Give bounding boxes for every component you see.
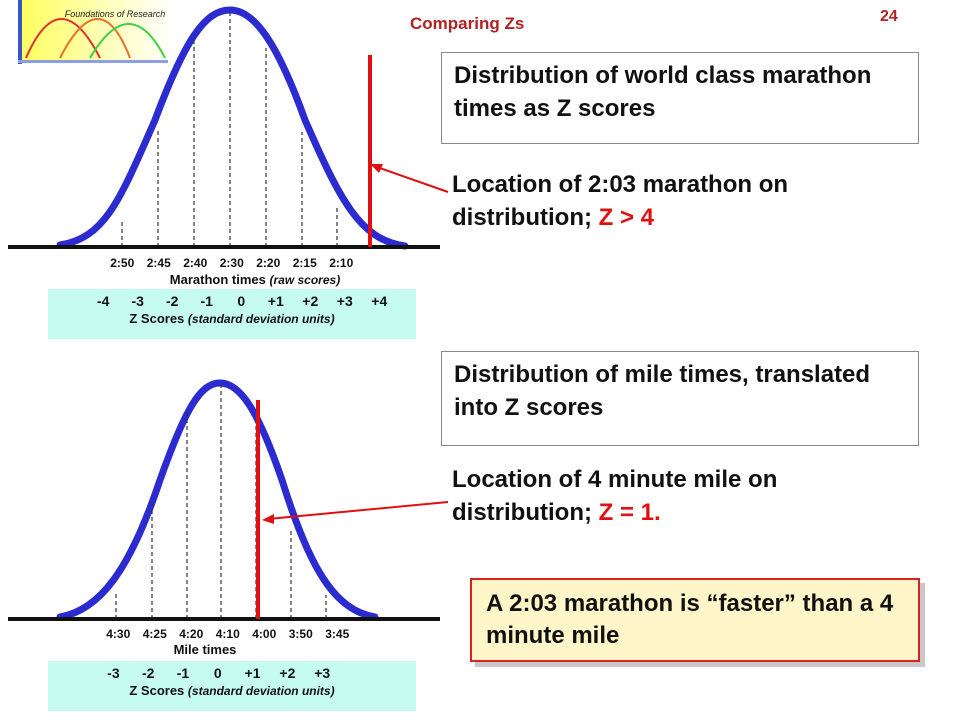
tick-label: 3:45 [325, 627, 350, 641]
tick-label: 2:40 [183, 256, 208, 270]
note-text: Location of 4 minute mile on distributio… [452, 466, 778, 526]
mile-raw-ticks: 4:30 4:25 4:20 4:10 4:00 3:50 3:45 [100, 627, 356, 641]
mile-description-box: Distribution of mile times, translated i… [441, 351, 919, 446]
tick-label: 2:30 [219, 256, 244, 270]
z-tick: 0 [213, 665, 222, 681]
mile-location-note: Location of 4 minute mile on distributio… [452, 463, 922, 529]
tick-label: 4:30 [106, 627, 131, 641]
tick-label: 2:15 [292, 256, 317, 270]
mile-gridlines [115, 385, 327, 619]
axis-title-text: Marathon times [169, 272, 266, 287]
z-label-text: Z Scores [129, 311, 185, 326]
mile-curve [56, 379, 379, 621]
mile-z-ticks: -3 -2 -1 0 +1 +2 +3 [96, 665, 416, 681]
axis-subtitle: (raw scores) [269, 273, 341, 287]
z-tick: +2 [302, 293, 319, 309]
z-tick: -4 [97, 293, 110, 309]
tick-label: 4:20 [179, 627, 204, 641]
z-tick: +2 [279, 665, 296, 681]
tick-label: 2:50 [110, 256, 135, 270]
note-z-value: Z = 1. [598, 499, 661, 526]
logo-graphic [18, 0, 172, 64]
tick-label: 2:45 [146, 256, 171, 270]
tick-label: 2:10 [329, 256, 354, 270]
mile-axis-title: Mile times [173, 642, 237, 657]
marathon-description-box: Distribution of world class marathon tim… [441, 52, 919, 144]
slide-number: 24 [880, 8, 898, 25]
marathon-z-scores-box: -4 -3 -2 -1 0 +1 +2 +3 +4 Z Scores (stan… [48, 289, 416, 339]
z-tick: +3 [314, 665, 331, 681]
tick-label: 4:25 [142, 627, 167, 641]
marathon-arrowhead [370, 164, 383, 173]
tick-label: 4:00 [252, 627, 277, 641]
z-tick: 0 [237, 293, 246, 309]
tick-label: 3:50 [288, 627, 313, 641]
z-tick: -2 [141, 665, 155, 681]
z-tick: +3 [336, 293, 353, 309]
z-tick: +1 [244, 665, 261, 681]
mile-z-scores-box: -3 -2 -1 0 +1 +2 +3 Z Scores (standard d… [48, 661, 416, 711]
mile-z-label: Z Scores (standard deviation units) [48, 683, 416, 698]
mile-arrow [267, 501, 449, 520]
z-label-subtitle: (standard deviation units) [187, 312, 335, 326]
note-text: Location of 2:03 marathon on distributio… [452, 171, 789, 231]
mile-arrowhead [262, 514, 274, 524]
z-tick: -1 [200, 293, 213, 309]
marathon-arrow [373, 165, 449, 193]
z-label-text: Z Scores [129, 683, 185, 698]
z-tick: +1 [267, 293, 284, 309]
z-tick: +4 [371, 293, 388, 309]
z-label-subtitle: (standard deviation units) [187, 684, 335, 698]
marathon-raw-ticks: 2:50 2:45 2:40 2:30 2:20 2:15 2:10 [104, 256, 360, 270]
marathon-axis-title: Marathon times (raw scores) [110, 272, 400, 287]
slide-title: Comparing Zs [410, 14, 525, 33]
marathon-location-note: Location of 2:03 marathon on distributio… [452, 168, 922, 234]
z-tick: -1 [176, 665, 190, 681]
conclusion-box: A 2:03 marathon is “faster” than a 4 min… [470, 578, 920, 662]
marathon-z-ticks: -4 -3 -2 -1 0 +1 +2 +3 +4 [86, 293, 416, 309]
logo-text: Foundations of Research [64, 9, 166, 19]
note-z-value: Z > 4 [598, 204, 654, 231]
marathon-curve [56, 6, 409, 250]
z-tick: -3 [107, 665, 120, 681]
logo: Foundations of Research [0, 0, 172, 64]
marathon-z-label: Z Scores (standard deviation units) [48, 311, 416, 326]
tick-label: 4:10 [215, 627, 240, 641]
tick-label: 2:20 [256, 256, 281, 270]
z-tick: -2 [166, 293, 179, 309]
marathon-gridlines [121, 12, 338, 247]
z-tick: -3 [131, 293, 144, 309]
